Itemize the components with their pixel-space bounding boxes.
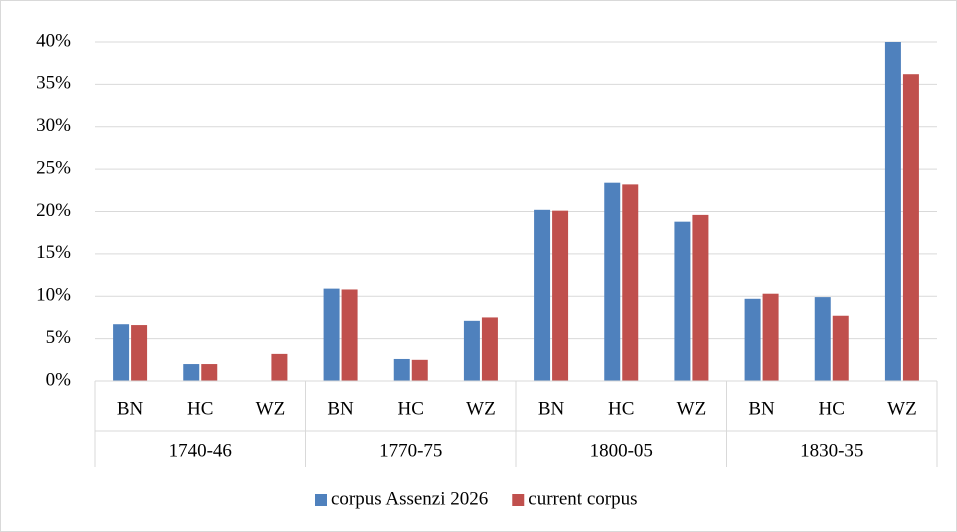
legend-swatch [315,494,327,506]
bar [131,325,148,381]
group-label: 1770-75 [379,440,442,461]
bar [411,359,428,381]
x-tick-label: WZ [256,398,286,419]
bar [744,298,761,381]
bar [271,353,288,381]
x-tick-label: WZ [887,398,917,419]
y-tick-label: 25% [36,157,71,178]
bar [341,289,358,381]
x-tick-label: BN [327,398,354,419]
bar [323,288,340,381]
group-label: 1830-35 [800,440,863,461]
legend-swatch [512,494,525,506]
bar [762,293,779,381]
legend-label: corpus Assenzi 2026 [331,488,488,509]
bar [832,315,849,381]
bar [201,364,218,381]
x-tick-label: HC [819,398,845,419]
bar [814,297,831,381]
bar [884,42,901,381]
bar [552,210,569,381]
x-tick-label: BN [748,398,775,419]
x-tick-label: BN [117,398,144,419]
x-tick-label: BN [538,398,565,419]
bar [902,74,919,381]
group-label: 1800-05 [590,440,653,461]
y-tick-label: 40% [36,30,71,51]
bar [622,184,639,381]
bar [183,364,200,381]
bar [463,320,480,381]
bar [692,214,709,381]
y-tick-label: 10% [36,285,71,306]
bar [604,182,621,381]
y-tick-label: 15% [36,242,71,263]
y-tick-label: 5% [46,327,72,348]
x-tick-label: HC [608,398,634,419]
y-tick-label: 0% [46,369,72,390]
bar [393,358,410,381]
group-label: 1740-46 [169,440,232,461]
legend-label: current corpus [528,488,637,509]
x-tick-label: HC [187,398,213,419]
bar [113,324,130,381]
bar [674,221,691,381]
y-tick-label: 30% [36,115,71,136]
y-tick-label: 20% [36,200,71,221]
y-tick-label: 35% [36,73,71,94]
bar [534,209,551,381]
x-tick-label: WZ [466,398,496,419]
x-tick-label: HC [398,398,424,419]
bar [481,317,498,381]
x-tick-label: WZ [677,398,707,419]
